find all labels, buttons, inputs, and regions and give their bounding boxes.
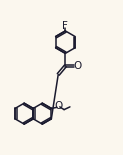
Text: F: F: [62, 21, 68, 31]
Text: O: O: [55, 101, 63, 111]
Text: O: O: [74, 60, 82, 71]
